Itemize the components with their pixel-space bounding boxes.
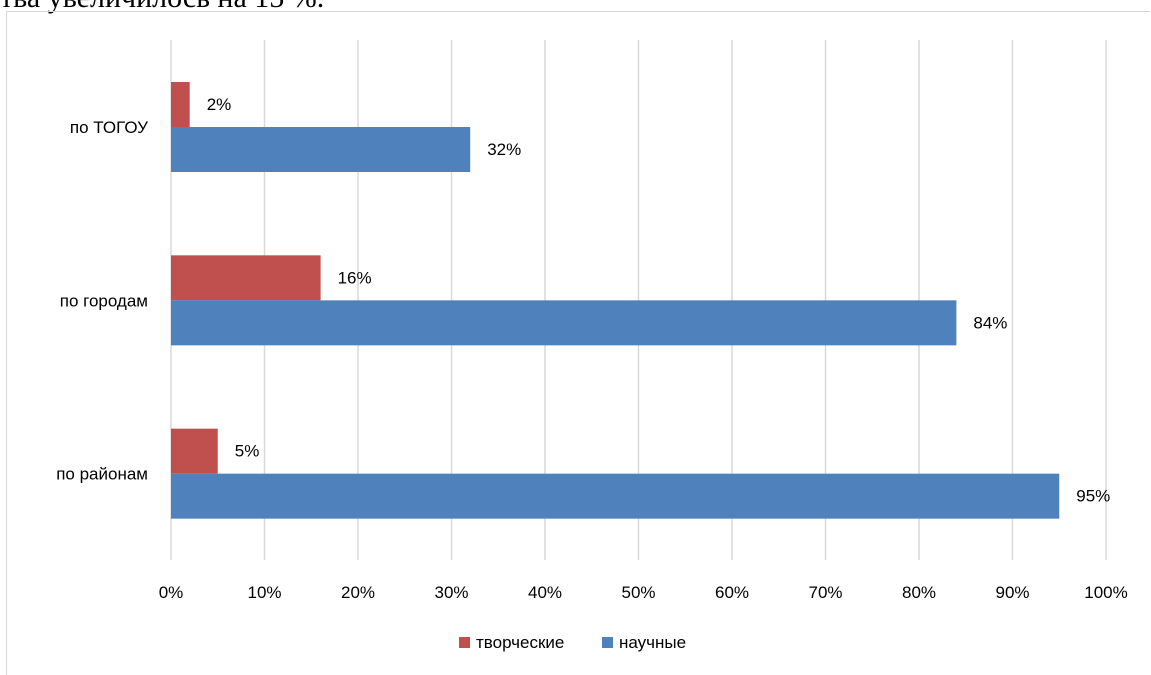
category-labels: по ТОГОУ по городам по районам — [56, 118, 148, 484]
bar-nauchnye — [171, 127, 471, 172]
bar-tvorcheskie — [171, 428, 218, 474]
bar-nauchnye — [171, 300, 957, 346]
bar-nauchnye — [171, 473, 1060, 519]
gridlines — [170, 40, 1107, 560]
legend: творческие научные — [459, 633, 686, 652]
x-tick-label: 30% — [434, 583, 468, 602]
x-tick-label: 80% — [902, 583, 936, 602]
x-tick-label: 40% — [528, 583, 562, 602]
legend-label: научные — [619, 633, 686, 652]
bar-tvorcheskie — [171, 255, 321, 301]
x-tick-label: 90% — [995, 583, 1029, 602]
x-tick-label: 50% — [621, 583, 655, 602]
bars — [171, 82, 1060, 519]
data-label: 84% — [973, 313, 1007, 332]
x-tick-label: 70% — [808, 583, 842, 602]
legend-label: творческие — [476, 633, 564, 652]
chart-frame — [6, 11, 1150, 675]
legend-swatch — [602, 637, 613, 648]
x-tick-label: 0% — [159, 583, 184, 602]
x-tick-label: 20% — [341, 583, 375, 602]
data-label: 5% — [235, 442, 260, 461]
legend-swatch — [459, 637, 470, 648]
category-label: по районам — [56, 465, 148, 484]
x-tick-label: 100% — [1084, 583, 1127, 602]
category-label: по городам — [60, 291, 148, 310]
page-header-text: тва увеличилось на 15 %. — [0, 0, 324, 15]
data-label: 2% — [207, 95, 232, 114]
category-label: по ТОГОУ — [70, 118, 148, 137]
data-label: 32% — [487, 140, 521, 159]
x-tick-label: 60% — [715, 583, 749, 602]
x-tick-labels: 0% 10% 20% 30% 40% 50% 60% 70% 80% 90% 100% — [159, 583, 1128, 602]
data-label: 16% — [338, 268, 372, 287]
data-label: 95% — [1076, 487, 1110, 506]
bar-tvorcheskie — [171, 82, 190, 127]
data-labels: 2% 32% 16% 84% 5% 95% — [207, 95, 1111, 506]
x-tick-label: 10% — [247, 583, 281, 602]
